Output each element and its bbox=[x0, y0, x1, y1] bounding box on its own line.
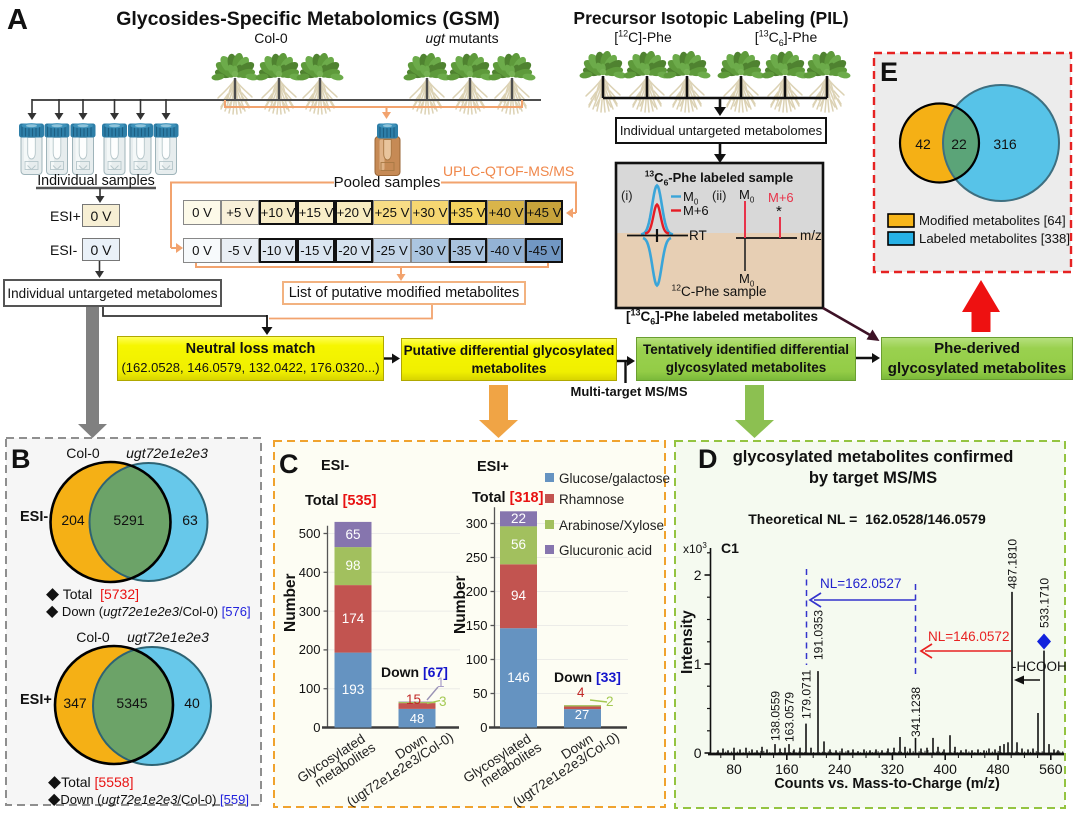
svg-text:163.0579: 163.0579 bbox=[783, 692, 797, 742]
svg-text:191.0353: 191.0353 bbox=[812, 610, 826, 660]
svg-text:138.0559: 138.0559 bbox=[769, 691, 783, 741]
svg-text:341.1238: 341.1238 bbox=[909, 687, 923, 737]
svg-text:179.0711: 179.0711 bbox=[800, 670, 814, 719]
svg-text:533.1710: 533.1710 bbox=[1038, 578, 1052, 628]
svg-text:487.1810: 487.1810 bbox=[1006, 539, 1020, 589]
